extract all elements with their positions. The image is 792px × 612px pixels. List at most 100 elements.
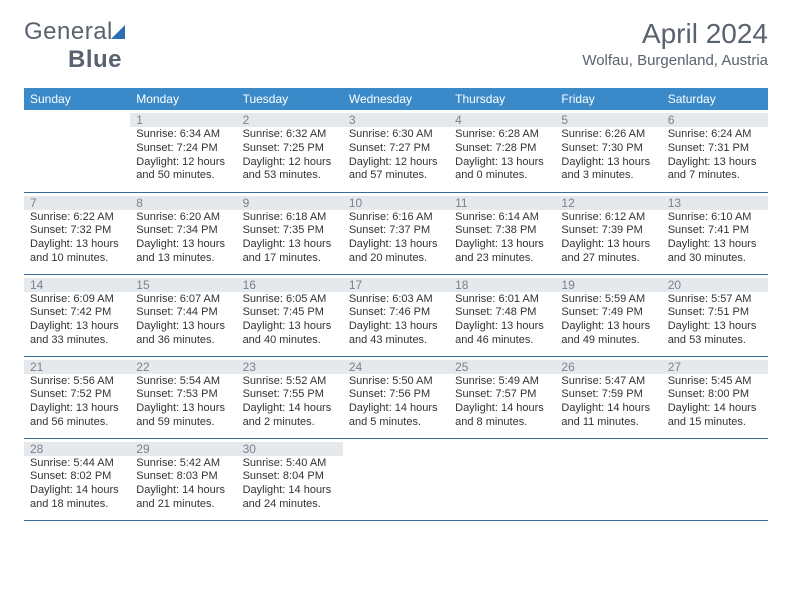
day-number: 11 (449, 196, 555, 210)
logo-triangle-icon (111, 25, 125, 39)
day-number: 25 (449, 360, 555, 374)
sunrise-line: Sunrise: 6:10 AM (668, 211, 762, 225)
day-cell: 25Sunrise: 5:49 AMSunset: 7:57 PMDayligh… (449, 356, 555, 438)
day-number: 10 (343, 196, 449, 210)
calendar-row: 21Sunrise: 5:56 AMSunset: 7:52 PMDayligh… (24, 356, 768, 438)
day-cell (343, 438, 449, 520)
day-header: Wednesday (343, 88, 449, 110)
day-number: 21 (24, 360, 130, 374)
sunrise-line: Sunrise: 5:45 AM (668, 375, 762, 389)
daylight-line: Daylight: 13 hours and 10 minutes. (30, 238, 124, 266)
daylight-line: Daylight: 13 hours and 7 minutes. (668, 156, 762, 184)
daylight-line: Daylight: 14 hours and 15 minutes. (668, 402, 762, 430)
sunrise-line: Sunrise: 5:54 AM (136, 375, 230, 389)
day-cell: 13Sunrise: 6:10 AMSunset: 7:41 PMDayligh… (662, 192, 768, 274)
sunrise-line: Sunrise: 6:34 AM (136, 128, 230, 142)
day-content: Sunrise: 6:32 AMSunset: 7:25 PMDaylight:… (243, 128, 337, 183)
daylight-line: Daylight: 13 hours and 53 minutes. (668, 320, 762, 348)
sunrise-line: Sunrise: 5:59 AM (561, 293, 655, 307)
day-number: 28 (24, 442, 130, 456)
daylight-line: Daylight: 13 hours and 49 minutes. (561, 320, 655, 348)
day-number: 2 (237, 113, 343, 127)
day-content: Sunrise: 5:44 AMSunset: 8:02 PMDaylight:… (30, 457, 124, 512)
day-cell: 27Sunrise: 5:45 AMSunset: 8:00 PMDayligh… (662, 356, 768, 438)
sunrise-line: Sunrise: 6:20 AM (136, 211, 230, 225)
daylight-line: Daylight: 14 hours and 8 minutes. (455, 402, 549, 430)
daylight-line: Daylight: 14 hours and 5 minutes. (349, 402, 443, 430)
sunset-line: Sunset: 7:28 PM (455, 142, 549, 156)
day-content: Sunrise: 6:14 AMSunset: 7:38 PMDaylight:… (455, 211, 549, 266)
day-header-row: SundayMondayTuesdayWednesdayThursdayFrid… (24, 88, 768, 110)
sunrise-line: Sunrise: 5:49 AM (455, 375, 549, 389)
sunrise-line: Sunrise: 6:03 AM (349, 293, 443, 307)
sunset-line: Sunset: 7:24 PM (136, 142, 230, 156)
sunset-line: Sunset: 7:49 PM (561, 306, 655, 320)
day-content: Sunrise: 5:40 AMSunset: 8:04 PMDaylight:… (243, 457, 337, 512)
daylight-line: Daylight: 14 hours and 24 minutes. (243, 484, 337, 512)
sunset-line: Sunset: 8:04 PM (243, 470, 337, 484)
daylight-line: Daylight: 13 hours and 20 minutes. (349, 238, 443, 266)
day-number: 14 (24, 278, 130, 292)
sunrise-line: Sunrise: 5:50 AM (349, 375, 443, 389)
day-cell: 8Sunrise: 6:20 AMSunset: 7:34 PMDaylight… (130, 192, 236, 274)
day-content: Sunrise: 5:42 AMSunset: 8:03 PMDaylight:… (136, 457, 230, 512)
day-cell: 15Sunrise: 6:07 AMSunset: 7:44 PMDayligh… (130, 274, 236, 356)
daylight-line: Daylight: 14 hours and 11 minutes. (561, 402, 655, 430)
sunset-line: Sunset: 7:45 PM (243, 306, 337, 320)
sunset-line: Sunset: 7:35 PM (243, 224, 337, 238)
day-content: Sunrise: 6:16 AMSunset: 7:37 PMDaylight:… (349, 211, 443, 266)
day-cell: 20Sunrise: 5:57 AMSunset: 7:51 PMDayligh… (662, 274, 768, 356)
day-cell: 22Sunrise: 5:54 AMSunset: 7:53 PMDayligh… (130, 356, 236, 438)
calendar-row: 7Sunrise: 6:22 AMSunset: 7:32 PMDaylight… (24, 192, 768, 274)
daylight-line: Daylight: 13 hours and 3 minutes. (561, 156, 655, 184)
day-header: Friday (555, 88, 661, 110)
day-cell: 17Sunrise: 6:03 AMSunset: 7:46 PMDayligh… (343, 274, 449, 356)
day-cell (555, 438, 661, 520)
day-number: 29 (130, 442, 236, 456)
day-cell: 1Sunrise: 6:34 AMSunset: 7:24 PMDaylight… (130, 110, 236, 192)
day-cell: 14Sunrise: 6:09 AMSunset: 7:42 PMDayligh… (24, 274, 130, 356)
calendar-head: SundayMondayTuesdayWednesdayThursdayFrid… (24, 88, 768, 110)
day-number: 17 (343, 278, 449, 292)
day-content: Sunrise: 5:50 AMSunset: 7:56 PMDaylight:… (349, 375, 443, 430)
daylight-line: Daylight: 13 hours and 33 minutes. (30, 320, 124, 348)
day-content: Sunrise: 6:34 AMSunset: 7:24 PMDaylight:… (136, 128, 230, 183)
day-cell (24, 110, 130, 192)
daylight-line: Daylight: 13 hours and 13 minutes. (136, 238, 230, 266)
sunrise-line: Sunrise: 5:42 AM (136, 457, 230, 471)
calendar-table: SundayMondayTuesdayWednesdayThursdayFrid… (24, 88, 768, 521)
sunset-line: Sunset: 7:31 PM (668, 142, 762, 156)
day-cell: 24Sunrise: 5:50 AMSunset: 7:56 PMDayligh… (343, 356, 449, 438)
day-content: Sunrise: 5:45 AMSunset: 8:00 PMDaylight:… (668, 375, 762, 430)
page-header: General Blue April 2024 Wolfau, Burgenla… (24, 18, 768, 74)
daylight-line: Daylight: 13 hours and 17 minutes. (243, 238, 337, 266)
day-number: 13 (662, 196, 768, 210)
sunset-line: Sunset: 7:27 PM (349, 142, 443, 156)
calendar-row: 28Sunrise: 5:44 AMSunset: 8:02 PMDayligh… (24, 438, 768, 520)
day-cell: 6Sunrise: 6:24 AMSunset: 7:31 PMDaylight… (662, 110, 768, 192)
sunset-line: Sunset: 7:41 PM (668, 224, 762, 238)
sunrise-line: Sunrise: 6:30 AM (349, 128, 443, 142)
day-cell: 28Sunrise: 5:44 AMSunset: 8:02 PMDayligh… (24, 438, 130, 520)
calendar-row: 14Sunrise: 6:09 AMSunset: 7:42 PMDayligh… (24, 274, 768, 356)
daylight-line: Daylight: 12 hours and 57 minutes. (349, 156, 443, 184)
sunrise-line: Sunrise: 6:12 AM (561, 211, 655, 225)
sunrise-line: Sunrise: 5:47 AM (561, 375, 655, 389)
day-content: Sunrise: 5:59 AMSunset: 7:49 PMDaylight:… (561, 293, 655, 348)
day-cell: 18Sunrise: 6:01 AMSunset: 7:48 PMDayligh… (449, 274, 555, 356)
sunrise-line: Sunrise: 6:28 AM (455, 128, 549, 142)
sunrise-line: Sunrise: 6:18 AM (243, 211, 337, 225)
sunset-line: Sunset: 7:46 PM (349, 306, 443, 320)
sunrise-line: Sunrise: 5:40 AM (243, 457, 337, 471)
logo-text: General Blue (24, 18, 125, 74)
day-content: Sunrise: 5:47 AMSunset: 7:59 PMDaylight:… (561, 375, 655, 430)
daylight-line: Daylight: 13 hours and 46 minutes. (455, 320, 549, 348)
day-cell: 23Sunrise: 5:52 AMSunset: 7:55 PMDayligh… (237, 356, 343, 438)
day-cell: 12Sunrise: 6:12 AMSunset: 7:39 PMDayligh… (555, 192, 661, 274)
daylight-line: Daylight: 13 hours and 30 minutes. (668, 238, 762, 266)
day-cell: 11Sunrise: 6:14 AMSunset: 7:38 PMDayligh… (449, 192, 555, 274)
day-header: Saturday (662, 88, 768, 110)
daylight-line: Daylight: 14 hours and 21 minutes. (136, 484, 230, 512)
daylight-line: Daylight: 14 hours and 18 minutes. (30, 484, 124, 512)
sunset-line: Sunset: 7:57 PM (455, 388, 549, 402)
